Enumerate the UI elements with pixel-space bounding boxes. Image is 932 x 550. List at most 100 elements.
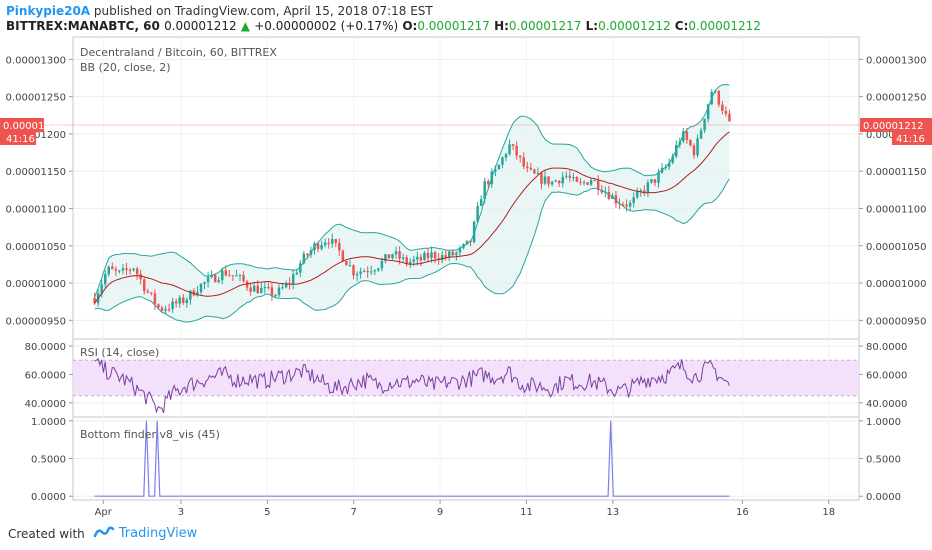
x-tick-label: 3 <box>178 507 184 518</box>
candle-body <box>508 144 511 155</box>
tradingview-logo-icon[interactable] <box>93 526 115 541</box>
y-tick-label-right: 0.00001000 <box>866 279 926 290</box>
candle-body <box>213 274 217 283</box>
countdown-tag <box>0 131 36 145</box>
candle-body <box>529 167 533 170</box>
candle-body <box>650 179 653 183</box>
y-tick-label-left: 80.0000 <box>25 342 66 353</box>
candle-body <box>252 285 256 292</box>
candle-body <box>203 282 206 284</box>
candle-body <box>125 268 128 270</box>
last-price-tag-label: 0.00001212 <box>3 121 63 132</box>
chart-header-line2: BITTREX:MANABTC, 60 0.00001212 ▲ +0.0000… <box>6 19 761 33</box>
candle-body <box>696 138 699 156</box>
bollinger-lower-line <box>94 178 730 323</box>
candle-body <box>228 275 231 277</box>
high-value: 0.00001217 <box>508 19 582 33</box>
candle-body <box>391 254 394 259</box>
y-tick-label-right: 0.00001300 <box>866 55 926 66</box>
last-price-tag <box>0 117 44 132</box>
last-price-tag <box>860 117 932 132</box>
candle-body <box>132 268 135 270</box>
candle-body <box>164 309 167 311</box>
candle-body <box>100 284 103 294</box>
x-tick-label: 5 <box>264 507 270 518</box>
bollinger-basis-line <box>94 131 730 304</box>
candle-body <box>721 104 724 111</box>
candle-body <box>185 299 189 304</box>
candle-body <box>224 270 228 276</box>
candle-body <box>277 287 281 296</box>
candle-body <box>586 182 589 185</box>
candle-body <box>274 295 277 297</box>
candle-body <box>561 176 564 184</box>
candle-body <box>600 189 604 193</box>
y-tick-label-right: 0.00001250 <box>866 93 926 104</box>
bottom-finder-line <box>94 420 730 497</box>
candle-body <box>540 173 543 184</box>
bollinger-band-fill <box>94 84 730 323</box>
bb-indicator-label: BB (20, close, 2) <box>80 61 171 74</box>
candle-body <box>150 292 153 294</box>
bollinger-fill <box>94 84 730 323</box>
candle-body <box>717 90 721 105</box>
candle-body <box>256 285 259 294</box>
candle-body <box>316 243 320 249</box>
candle-body <box>341 250 345 262</box>
candle-body <box>377 268 380 271</box>
y-tick-label-left: 0.0000 <box>31 492 66 503</box>
candle-body <box>557 180 561 184</box>
author-name[interactable]: Pinkypie20A <box>6 4 91 18</box>
candle-body <box>245 281 249 288</box>
candle-body <box>444 255 447 258</box>
candle-body <box>217 280 220 283</box>
bollinger-upper-line <box>94 84 730 298</box>
candle-body <box>458 247 462 253</box>
candle-body <box>589 180 593 185</box>
candle-body <box>103 274 107 285</box>
candle-body <box>639 190 643 192</box>
rsi-band-fill <box>73 360 859 396</box>
close-label: C: <box>674 19 689 33</box>
candle-body <box>625 204 628 207</box>
candle-body <box>199 283 203 292</box>
y-tick-label-right: 1.0000 <box>866 417 901 428</box>
candle-body <box>582 182 586 184</box>
tradingview-brand[interactable]: TradingView <box>118 526 198 541</box>
candle-body <box>483 181 486 200</box>
candle-body <box>221 270 224 281</box>
candle-body <box>306 253 309 255</box>
x-tick-label: 13 <box>606 507 619 518</box>
candle-body <box>547 176 550 185</box>
symbol-label: BITTREX:MANABTC, 60 <box>6 19 160 33</box>
low-value: 0.00001212 <box>598 19 671 33</box>
candles <box>93 89 731 315</box>
bottom-finder-series <box>94 420 730 497</box>
price-tags: 0.00001212 41:16 0.00001212 41:16 <box>0 117 932 145</box>
candle-body <box>579 181 582 183</box>
high-label: H: <box>494 19 509 33</box>
change-arrow-icon: ▲ <box>240 19 251 33</box>
candle-body <box>628 202 632 207</box>
candle-body <box>643 190 646 193</box>
last-price-tag-label: 0.00001212 <box>863 121 923 132</box>
candle-body <box>114 269 118 271</box>
candle-body <box>682 131 685 142</box>
candle-body <box>299 263 302 273</box>
candle-body <box>689 140 692 146</box>
candle-body <box>593 180 596 182</box>
candle-body <box>192 290 196 296</box>
footer: Created with TradingView <box>8 526 197 541</box>
published-text: published on TradingView.com, April 15, … <box>93 4 433 18</box>
candle-body <box>182 297 185 304</box>
candle-body <box>487 181 490 185</box>
candle-body <box>380 260 384 269</box>
candle-body <box>295 272 298 275</box>
bottom-finder-title: Bottom finder v8_vis (45) <box>80 428 220 441</box>
candle-body <box>359 271 362 274</box>
candle-body <box>518 155 522 158</box>
candle-body <box>568 175 572 178</box>
candle-body <box>118 270 121 272</box>
candle-body <box>242 275 245 282</box>
